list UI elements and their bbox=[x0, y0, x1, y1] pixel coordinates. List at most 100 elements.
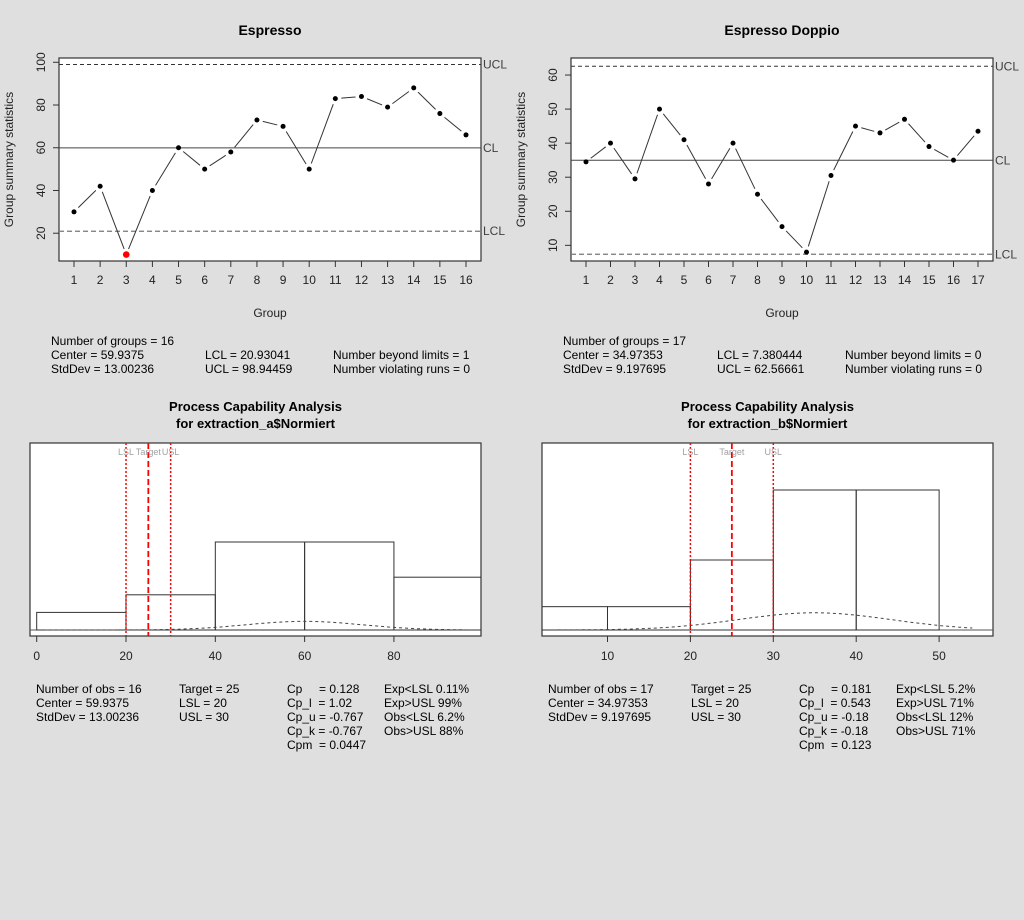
x-tick-label: 15 bbox=[922, 273, 936, 287]
summary-ucl: UCL = 62.56661 bbox=[717, 362, 805, 376]
series-segment bbox=[366, 98, 383, 106]
data-point bbox=[755, 191, 760, 197]
summary-center: Center = 59.9375 bbox=[36, 696, 130, 710]
chart-subtitle: for extraction_a$Normiert bbox=[176, 416, 336, 431]
chart-title: Espresso Doppio bbox=[724, 22, 839, 38]
summary-center: Center = 34.97353 bbox=[548, 696, 648, 710]
series-segment bbox=[908, 123, 926, 143]
x-tick-label: 1 bbox=[71, 273, 78, 287]
x-tick-label: 3 bbox=[123, 273, 130, 287]
data-point bbox=[804, 249, 809, 255]
chart-title: Process Capability Analysis bbox=[169, 399, 342, 414]
x-tick-label: 14 bbox=[898, 273, 912, 287]
x-tick-label: 3 bbox=[632, 273, 639, 287]
series-segment bbox=[760, 198, 779, 223]
data-point bbox=[975, 128, 981, 134]
summary-exp-usl: Exp>USL 99% bbox=[384, 696, 462, 710]
summary-cpk: Cp_k = -0.18 bbox=[799, 724, 869, 738]
series-segment bbox=[234, 124, 254, 148]
summary-obs-usl: Obs>USL 71% bbox=[896, 724, 976, 738]
summary-cpl: Cp_l = 1.02 bbox=[287, 696, 353, 710]
summary-cpm: Cpm = 0.0447 bbox=[287, 738, 367, 752]
summary-lsl: LSL = 20 bbox=[179, 696, 227, 710]
y-tick-label: 80 bbox=[34, 98, 48, 112]
x-tick-label: 8 bbox=[254, 273, 261, 287]
ucl-label: UCL bbox=[483, 58, 507, 72]
x-tick-label: 8 bbox=[754, 273, 761, 287]
lcl-label: LCL bbox=[995, 247, 1017, 261]
plot-area bbox=[29, 442, 482, 637]
target-label: Target bbox=[719, 447, 745, 457]
data-point bbox=[583, 159, 589, 165]
x-tick-label: 50 bbox=[932, 649, 946, 663]
summary-lcl: LCL = 7.380444 bbox=[717, 348, 803, 362]
x-tick-label: 4 bbox=[149, 273, 156, 287]
series-segment bbox=[711, 148, 731, 180]
summary-exp-lsl: Exp<LSL 5.2% bbox=[896, 682, 976, 696]
cl-label: CL bbox=[483, 141, 499, 155]
y-tick-label: 50 bbox=[546, 102, 560, 116]
summary-cpu: Cp_u = -0.18 bbox=[799, 710, 869, 724]
summary-nobs: Number of obs = 17 bbox=[548, 682, 654, 696]
y-tick-label: 60 bbox=[546, 68, 560, 82]
x-tick-label: 9 bbox=[280, 273, 287, 287]
data-point bbox=[828, 173, 834, 179]
series-segment bbox=[77, 190, 97, 209]
data-point bbox=[877, 130, 883, 136]
x-tick-label: 20 bbox=[119, 649, 133, 663]
plot-content bbox=[542, 489, 993, 631]
y-tick-label: 60 bbox=[34, 141, 48, 155]
summary-violating: Number violating runs = 0 bbox=[333, 362, 471, 376]
series-segment bbox=[833, 131, 854, 171]
summary-beyond: Number beyond limits = 0 bbox=[845, 348, 982, 362]
cl-label: CL bbox=[995, 153, 1011, 167]
data-point bbox=[926, 144, 932, 150]
data-point bbox=[254, 117, 260, 123]
capability-chart-a-plot: Process Capability Analysis for extractio… bbox=[29, 399, 482, 663]
summary-target: Target = 25 bbox=[691, 682, 752, 696]
x-tick-label: 2 bbox=[97, 273, 104, 287]
x-tick-label: 4 bbox=[656, 273, 663, 287]
summary-cpu: Cp_u = -0.767 bbox=[287, 710, 364, 724]
x-tick-label: 5 bbox=[175, 273, 182, 287]
plot-area bbox=[541, 442, 994, 637]
summary-ucl: UCL = 98.94459 bbox=[205, 362, 293, 376]
usl-label: USL bbox=[162, 447, 180, 457]
x-tick-label: 16 bbox=[459, 273, 473, 287]
x-tick-label: 40 bbox=[850, 649, 864, 663]
data-point bbox=[149, 187, 155, 193]
x-tick-label: 10 bbox=[601, 649, 615, 663]
series-segment bbox=[417, 91, 436, 110]
summary-lcl: LCL = 20.93041 bbox=[205, 348, 291, 362]
summary-stddev: StdDev = 9.197695 bbox=[548, 710, 652, 724]
x-tick-label: 80 bbox=[387, 649, 401, 663]
series-segment bbox=[735, 148, 756, 190]
series-segment bbox=[934, 149, 949, 158]
histogram-bar bbox=[855, 489, 940, 631]
capability-chart-b: Process Capability Analysis for extractio… bbox=[512, 384, 1024, 768]
series-segment bbox=[807, 181, 830, 247]
summary-groups: Number of groups = 16 bbox=[51, 334, 175, 348]
x-tick-label: 40 bbox=[209, 649, 223, 663]
y-tick-label: 40 bbox=[546, 136, 560, 150]
summary-stddev: StdDev = 9.197695 bbox=[563, 362, 667, 376]
x-tick-label: 11 bbox=[329, 273, 342, 287]
data-point bbox=[463, 132, 469, 138]
capability-chart-b-plot: Process Capability Analysis for extractio… bbox=[541, 399, 994, 663]
data-point bbox=[437, 111, 443, 117]
summary-groups: Number of groups = 17 bbox=[563, 334, 687, 348]
x-tick-label: 60 bbox=[298, 649, 312, 663]
y-tick-label: 40 bbox=[34, 183, 48, 197]
x-tick-label: 1 bbox=[583, 273, 590, 287]
usl-label: USL bbox=[765, 447, 783, 457]
series-segment bbox=[182, 151, 201, 166]
x-tick-label: 14 bbox=[407, 273, 421, 287]
summary-obs-lsl: Obs<LSL 12% bbox=[896, 710, 974, 724]
x-tick-label: 6 bbox=[201, 273, 208, 287]
xbar-chart-espresso: Espresso 20 40 60 80 100 1 2 3 4 5 6 7 8 9 10 11 12 13 14 15… bbox=[0, 0, 512, 384]
data-point-out-of-control bbox=[122, 251, 130, 258]
x-tick-label: 12 bbox=[355, 273, 369, 287]
data-point bbox=[280, 123, 286, 129]
